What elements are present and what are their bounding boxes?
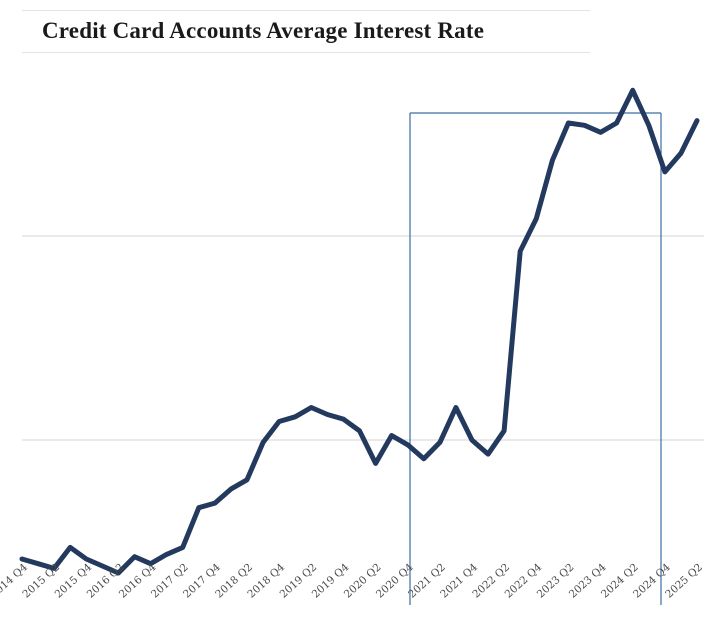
data-point-2023-Q1 [550,158,554,162]
data-point-2016-Q3 [133,555,136,559]
data-point-2018-Q3 [261,440,265,444]
data-point-2021-Q3 [454,406,458,409]
title-rule-bottom [22,52,590,53]
data-point-2017-Q1 [165,552,169,556]
data-point-2016-Q2 [116,571,120,575]
data-point-2025-Q2 [695,119,699,123]
data-point-2015-Q2 [52,566,56,570]
data-point-2024-Q3 [647,123,651,127]
series-line-group [19,87,700,576]
data-point-2018-Q2 [245,478,249,482]
data-point-2021-Q4 [470,438,474,442]
data-point-2024-Q4 [663,170,667,174]
data-point-2021-Q1 [422,457,426,461]
data-point-2022-Q2 [502,429,506,433]
series-line [19,87,700,576]
chart-title: Credit Card Accounts Average Interest Ra… [42,18,485,43]
data-point-2017-Q4 [213,501,217,505]
data-point-2025-Q1 [679,151,683,155]
data-point-2023-Q3 [583,123,586,127]
data-point-2016-Q4 [149,562,153,566]
data-point-2023-Q2 [566,121,570,125]
data-point-2019-Q3 [325,413,329,416]
data-point-2015-Q1 [36,562,40,566]
data-point-2020-Q3 [390,434,394,437]
highlight-box [409,112,662,605]
data-point-2015-Q3 [68,545,72,549]
data-point-2017-Q2 [181,545,185,549]
data-point-2020-Q1 [358,429,361,433]
data-point-2024-Q2 [631,88,635,92]
data-point-2015-Q4 [84,557,88,561]
data-point-2018-Q1 [229,487,233,491]
data-point-2019-Q4 [341,417,345,421]
data-point-2018-Q4 [277,420,281,423]
data-point-2022-Q3 [518,249,522,253]
data-point-2021-Q2 [438,440,442,444]
gridlines [22,235,704,441]
data-point-2024-Q1 [615,121,619,125]
data-point-2022-Q1 [486,452,490,456]
data-point-2022-Q4 [534,217,538,221]
data-point-2019-Q1 [293,415,297,419]
data-point-2020-Q2 [374,461,378,465]
data-point-2014-Q4 [20,557,24,561]
data-point-2016-Q1 [100,564,104,568]
data-point-2020-Q4 [406,443,410,447]
data-point-2023-Q4 [599,130,603,134]
data-point-2019-Q2 [309,406,313,409]
title-rule-top [22,10,590,11]
data-point-2017-Q3 [197,506,201,510]
